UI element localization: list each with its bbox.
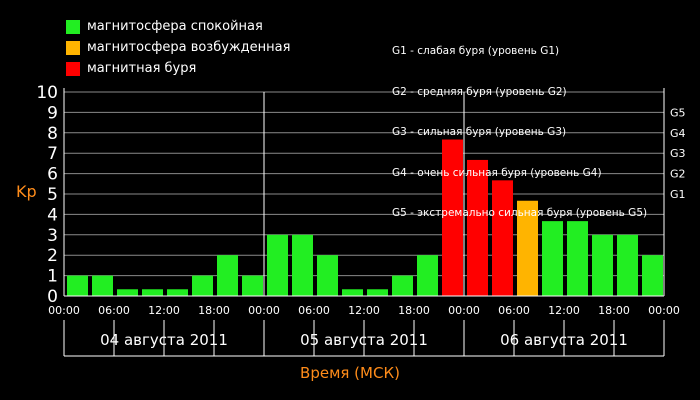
legend-label-storm: магнитная буря xyxy=(87,61,197,76)
legend-swatch-quiet xyxy=(66,19,80,34)
kp-bar xyxy=(567,221,588,296)
y-tick-label: 5 xyxy=(47,185,58,205)
x-axis-title: Время (МСК) xyxy=(300,364,400,382)
storm-levels-list: G1 - слабая буря (уровень G1) G2 - средн… xyxy=(392,18,647,234)
kp-bar xyxy=(542,221,563,296)
storm-level-g2: G2 - средняя буря (уровень G2) xyxy=(392,85,567,98)
y-tick-label: 10 xyxy=(36,83,58,103)
kp-bar xyxy=(342,289,363,296)
kp-bar xyxy=(467,159,488,296)
legend-label-quiet: магнитосфера спокойная xyxy=(87,19,263,34)
y-tick-label: 2 xyxy=(47,246,58,266)
kp-bar xyxy=(642,255,663,296)
x-tick-label: 00:00 xyxy=(248,304,280,317)
legend-item-quiet: магнитосфера спокойная xyxy=(66,16,290,37)
y-tick-label: 1 xyxy=(47,267,58,287)
kp-bar xyxy=(617,234,638,296)
kp-bar xyxy=(367,289,388,296)
x-tick-label: 12:00 xyxy=(148,304,180,317)
legend-label-active: магнитосфера возбужденная xyxy=(87,40,291,55)
kp-bar xyxy=(192,275,213,296)
x-tick-label: 06:00 xyxy=(98,304,130,317)
day-label: 05 августа 2011 xyxy=(300,331,428,349)
x-tick-label: 00:00 xyxy=(448,304,480,317)
x-tick-label: 06:00 xyxy=(298,304,330,317)
legend-item-storm: магнитная буря xyxy=(66,58,290,79)
y-tick-label: 8 xyxy=(47,124,58,144)
y-tick-label: 9 xyxy=(47,103,58,123)
storm-level-g5: G5 - экстремально сильная буря (уровень … xyxy=(392,207,648,219)
kp-bar xyxy=(517,200,538,296)
kp-bar xyxy=(442,139,463,296)
right-tick-label: G5 xyxy=(670,106,686,119)
right-tick-label: G1 xyxy=(670,188,686,201)
legend-swatch-active xyxy=(66,40,80,55)
y-axis-label: Kp xyxy=(16,182,37,201)
storm-level-g3: G3 - сильная буря (уровень G3) xyxy=(392,126,567,138)
x-tick-label: 06:00 xyxy=(498,304,530,317)
kp-bar xyxy=(592,234,613,296)
legend-item-active: магнитосфера возбужденная xyxy=(66,37,290,58)
kp-bar xyxy=(117,289,138,296)
day-label: 04 августа 2011 xyxy=(100,331,228,349)
y-tick-label: 6 xyxy=(47,165,58,185)
kp-bar xyxy=(142,289,163,296)
right-tick-label: G3 xyxy=(670,147,686,160)
kp-bar xyxy=(217,255,238,296)
x-tick-label: 12:00 xyxy=(348,304,380,317)
kp-bar xyxy=(92,275,113,296)
kp-bar xyxy=(242,275,263,296)
legend-swatch-storm xyxy=(66,61,80,76)
right-tick-label: G4 xyxy=(670,127,686,140)
kp-bar xyxy=(317,255,338,296)
legend: магнитосфера спокойная магнитосфера возб… xyxy=(66,16,290,79)
x-tick-label: 18:00 xyxy=(398,304,430,317)
x-tick-label: 12:00 xyxy=(548,304,580,317)
x-tick-label: 18:00 xyxy=(198,304,230,317)
x-tick-label: 00:00 xyxy=(648,304,680,317)
kp-bar xyxy=(67,275,88,296)
kp-bar xyxy=(492,180,513,296)
x-tick-label: 00:00 xyxy=(48,304,80,317)
storm-level-g4: G4 - очень сильная буря (уровень G4) xyxy=(392,166,602,179)
day-label: 06 августа 2011 xyxy=(500,331,628,349)
kp-bar xyxy=(392,275,413,296)
y-tick-label: 0 xyxy=(47,287,58,307)
y-tick-label: 7 xyxy=(47,144,58,164)
right-tick-label: G2 xyxy=(670,168,686,181)
y-tick-label: 3 xyxy=(47,226,58,246)
kp-bar xyxy=(167,289,188,296)
storm-level-g1: G1 - слабая буря (уровень G1) xyxy=(392,45,560,57)
x-tick-label: 18:00 xyxy=(598,304,630,317)
kp-bar xyxy=(417,255,438,296)
kp-bar xyxy=(292,234,313,296)
kp-bar xyxy=(267,234,288,296)
y-tick-label: 4 xyxy=(47,205,58,225)
